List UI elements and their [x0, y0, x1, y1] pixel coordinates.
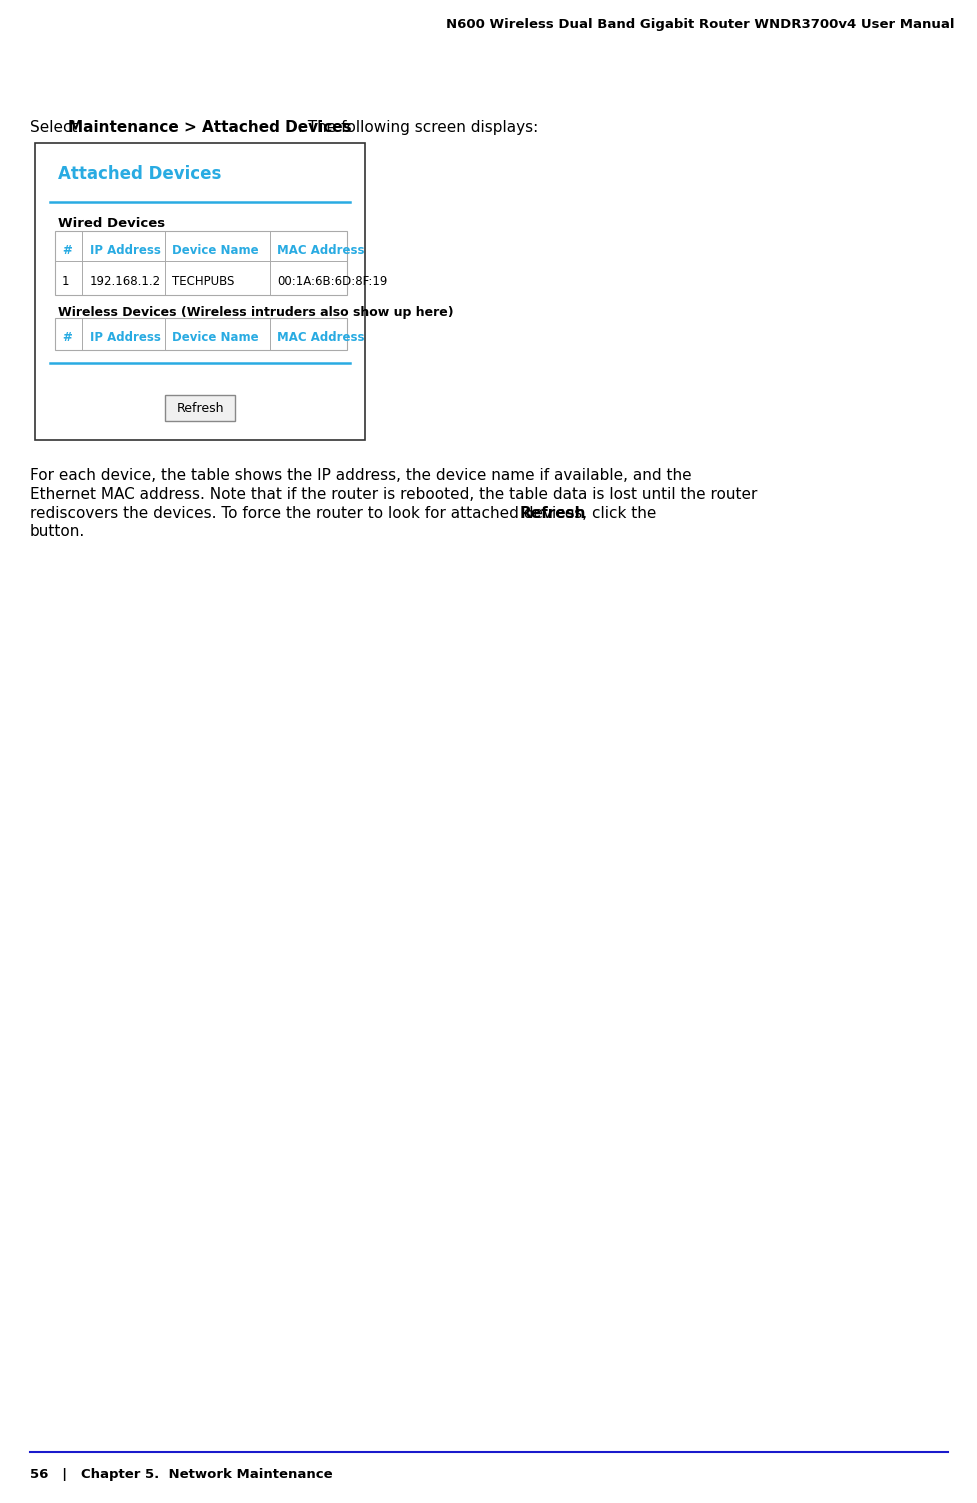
FancyBboxPatch shape — [165, 395, 234, 421]
Text: N600 Wireless Dual Band Gigabit Router WNDR3700v4 User Manual: N600 Wireless Dual Band Gigabit Router W… — [446, 18, 954, 32]
Text: 56   |   Chapter 5.  Network Maintenance: 56 | Chapter 5. Network Maintenance — [30, 1468, 332, 1480]
Text: button.: button. — [30, 525, 85, 540]
FancyBboxPatch shape — [35, 143, 364, 440]
Text: Refresh: Refresh — [176, 401, 224, 415]
FancyBboxPatch shape — [55, 231, 347, 295]
Text: #: # — [62, 331, 71, 344]
Text: MAC Address: MAC Address — [276, 331, 364, 344]
Text: MAC Address: MAC Address — [276, 243, 364, 257]
Text: Wired Devices: Wired Devices — [58, 216, 165, 230]
Text: Device Name: Device Name — [172, 331, 258, 344]
Text: 1: 1 — [62, 275, 69, 289]
Text: 00:1A:6B:6D:8F:19: 00:1A:6B:6D:8F:19 — [276, 275, 387, 289]
Text: rediscovers the devices. To force the router to look for attached devices, click: rediscovers the devices. To force the ro… — [30, 507, 660, 522]
Text: #: # — [62, 243, 71, 257]
Text: Select: Select — [30, 120, 82, 135]
Text: Wireless Devices (Wireless intruders also show up here): Wireless Devices (Wireless intruders als… — [58, 307, 453, 319]
Text: 192.168.1.2: 192.168.1.2 — [90, 275, 161, 289]
Text: Device Name: Device Name — [172, 243, 258, 257]
Text: Maintenance > Attached Devices: Maintenance > Attached Devices — [68, 120, 352, 135]
Text: IP Address: IP Address — [90, 243, 160, 257]
Text: Ethernet MAC address. Note that if the router is rebooted, the table data is los: Ethernet MAC address. Note that if the r… — [30, 487, 756, 502]
Text: Refresh: Refresh — [520, 507, 586, 522]
Text: IP Address: IP Address — [90, 331, 160, 344]
FancyBboxPatch shape — [55, 319, 347, 350]
Text: Attached Devices: Attached Devices — [58, 165, 221, 183]
Text: TECHPUBS: TECHPUBS — [172, 275, 234, 289]
Text: . The following screen displays:: . The following screen displays: — [298, 120, 537, 135]
Text: For each device, the table shows the IP address, the device name if available, a: For each device, the table shows the IP … — [30, 467, 691, 482]
